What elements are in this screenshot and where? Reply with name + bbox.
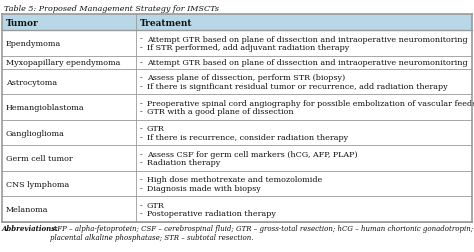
Bar [2, 95, 472, 120]
Bar [2, 56, 472, 70]
Text: -: - [140, 134, 143, 141]
Bar [2, 120, 472, 146]
Text: Treatment: Treatment [140, 18, 192, 27]
Text: Preoperative spinal cord angiography for possible embolization of vascular feede: Preoperative spinal cord angiography for… [147, 100, 474, 108]
Text: Astrocytoma: Astrocytoma [6, 78, 57, 86]
Text: Table 5: Proposed Management Strategy for IMSCTs: Table 5: Proposed Management Strategy fo… [4, 5, 219, 13]
Bar [2, 171, 472, 197]
Text: If there is significant residual tumor or recurrence, add radiation therapy: If there is significant residual tumor o… [147, 83, 447, 90]
Text: If STR performed, add adjuvant radiation therapy: If STR performed, add adjuvant radiation… [147, 44, 349, 52]
Text: Ependymoma: Ependymoma [6, 40, 61, 48]
Text: -: - [140, 108, 143, 116]
Text: Assess CSF for germ cell markers (hCG, AFP, PLAP): Assess CSF for germ cell markers (hCG, A… [147, 150, 357, 158]
Text: Radiation therapy: Radiation therapy [147, 159, 220, 167]
Text: Germ cell tumor: Germ cell tumor [6, 155, 73, 163]
Bar [2, 31, 472, 56]
Bar [2, 70, 472, 95]
Text: -: - [140, 159, 143, 167]
Text: -: - [140, 201, 143, 209]
Text: Ganglioglioma: Ganglioglioma [6, 129, 65, 137]
Text: Hemangioblastoma: Hemangioblastoma [6, 104, 85, 112]
Text: Assess plane of dissection, perform STR (biopsy): Assess plane of dissection, perform STR … [147, 74, 345, 82]
Text: -: - [140, 59, 143, 67]
Text: -: - [140, 44, 143, 52]
Bar [2, 197, 472, 222]
Text: GTR: GTR [147, 201, 165, 209]
Text: Tumor: Tumor [6, 18, 39, 27]
Text: -: - [140, 125, 143, 133]
Text: Diagnosis made with biopsy: Diagnosis made with biopsy [147, 184, 261, 192]
Text: -: - [140, 210, 143, 218]
Text: AFP – alpha-fetoprotein; CSF – cerebrospinal fluid; GTR – gross-total resection;: AFP – alpha-fetoprotein; CSF – cerebrosp… [50, 224, 474, 241]
Text: Abbreviations:: Abbreviations: [2, 224, 59, 232]
Bar [2, 15, 472, 31]
Text: GTR: GTR [147, 125, 165, 133]
Text: GTR with a good plane of dissection: GTR with a good plane of dissection [147, 108, 293, 116]
Text: High dose methotrexate and temozolomide: High dose methotrexate and temozolomide [147, 176, 322, 184]
Text: Attempt GTR based on plane of dissection and intraoperative neuromonitoring: Attempt GTR based on plane of dissection… [147, 35, 467, 43]
Text: -: - [140, 184, 143, 192]
Text: CNS lymphoma: CNS lymphoma [6, 180, 69, 188]
Text: -: - [140, 35, 143, 43]
Text: -: - [140, 83, 143, 90]
Bar [2, 146, 472, 171]
Text: Melanoma: Melanoma [6, 205, 48, 213]
Text: -: - [140, 150, 143, 158]
Text: Postoperative radiation therapy: Postoperative radiation therapy [147, 210, 276, 218]
Text: Attempt GTR based on plane of dissection and intraoperative neuromonitoring: Attempt GTR based on plane of dissection… [147, 59, 467, 67]
Text: Myxopapillary ependymoma: Myxopapillary ependymoma [6, 59, 120, 67]
Text: -: - [140, 176, 143, 184]
Text: -: - [140, 100, 143, 108]
Text: If there is recurrence, consider radiation therapy: If there is recurrence, consider radiati… [147, 134, 348, 141]
Text: -: - [140, 74, 143, 82]
